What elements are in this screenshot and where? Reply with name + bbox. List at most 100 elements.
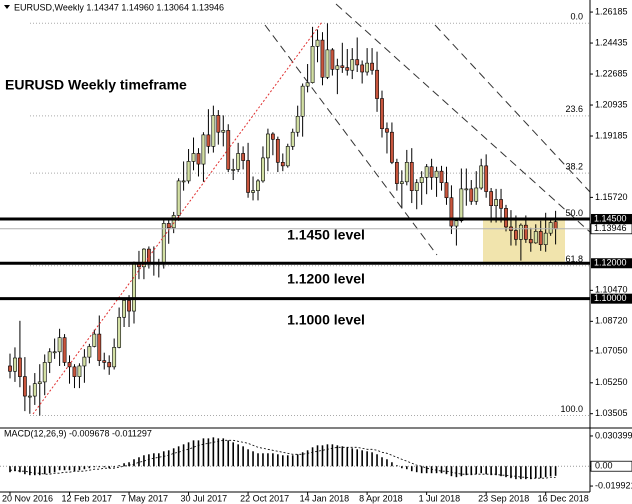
fib-trend-line — [32, 21, 323, 415]
candle-body — [72, 366, 77, 377]
candle-body — [176, 180, 181, 216]
menu-arrow — [4, 5, 10, 9]
level-text: 1.1450 level — [287, 227, 365, 243]
candle-body — [424, 166, 429, 178]
level-text: 1.1200 level — [287, 271, 365, 287]
candle-body — [543, 232, 548, 245]
candle-body — [52, 351, 57, 354]
x-tick-label: 8 Apr 2018 — [359, 493, 403, 503]
candle-body — [385, 128, 389, 133]
candle-body — [404, 162, 409, 183]
channel-line — [264, 24, 438, 256]
y-tick-label: 1.19185 — [595, 130, 628, 140]
fib-label: 0.0 — [570, 12, 583, 22]
candle-body — [518, 224, 523, 240]
y-tick-label: 1.10470 — [595, 285, 628, 295]
candle-body — [201, 134, 206, 165]
candle-body — [191, 153, 196, 162]
channel — [264, 3, 591, 256]
macd-label: MACD(12,26,9) -0.009678 -0.011297 — [4, 428, 152, 438]
candle-body — [489, 191, 494, 207]
y-tick-label: 1.07050 — [595, 345, 628, 355]
candle-body — [528, 239, 533, 244]
candle-body — [454, 220, 459, 227]
candle-body — [166, 223, 171, 229]
candle-body — [499, 199, 503, 209]
candle-body — [340, 65, 345, 68]
candle-body — [380, 98, 384, 129]
candle-body — [330, 49, 335, 70]
x-tick-label: 7 May 2017 — [121, 493, 168, 503]
x-tick-label: 20 Nov 2016 — [2, 493, 53, 503]
candle-body — [27, 395, 32, 398]
y-tick-label: 1.03505 — [595, 408, 628, 418]
level-box — [591, 213, 632, 224]
channel-line — [335, 3, 591, 233]
candle-body — [251, 190, 255, 193]
candle-body — [320, 39, 325, 78]
candle-body — [13, 357, 17, 372]
candle-body — [32, 383, 37, 397]
candle-body — [221, 130, 226, 133]
candle-body — [171, 215, 176, 229]
level-text: 1.1000 level — [287, 312, 365, 328]
candle-body — [399, 181, 404, 184]
candle-body — [419, 177, 424, 183]
candle-body — [355, 59, 360, 66]
candle-body — [47, 351, 52, 363]
candle-body — [434, 170, 439, 178]
candle-body — [310, 46, 315, 83]
candle-body — [414, 182, 419, 191]
candle-body — [236, 153, 241, 170]
candle-body — [266, 133, 270, 159]
candle-body — [335, 65, 340, 70]
candle-body — [231, 169, 236, 171]
candle-body — [444, 182, 449, 199]
candle-body — [429, 166, 434, 178]
candle-body — [246, 160, 250, 193]
candle-body — [107, 362, 112, 368]
candle-body — [533, 231, 538, 244]
chart-title: EURUSD,Weekly 1.14347 1.14960 1.13064 1.… — [14, 2, 224, 12]
candle-body — [18, 357, 22, 377]
candle-body — [295, 115, 300, 133]
level-axis-label: 1.10000 — [594, 293, 627, 303]
candle-body — [122, 300, 126, 318]
y-tick-label: 1.22685 — [595, 68, 628, 78]
x-tick-label: 22 Oct 2017 — [240, 493, 289, 503]
candle-body — [459, 188, 464, 222]
candle-body — [102, 360, 107, 363]
macd-zero-box — [590, 460, 632, 472]
candle-body — [261, 157, 265, 182]
level-axis-label: 1.14500 — [594, 213, 627, 223]
overlay: 1.1450 level 1.1200 level 1.1000 level — [0, 217, 590, 328]
y-tick-label: 1.15720 — [595, 192, 628, 202]
candle-body — [553, 221, 558, 230]
candle-body — [132, 262, 136, 312]
candle-body — [345, 67, 350, 71]
fib-label: 38.2 — [565, 162, 583, 172]
macd-tick-label: 0.030399 — [595, 430, 632, 440]
candle-body — [8, 365, 12, 372]
fib-label: 100.0 — [560, 404, 583, 414]
macd-tick-label: -0.019921 — [595, 480, 632, 490]
level-box — [591, 258, 632, 269]
candle-body — [87, 346, 92, 358]
candle-body — [439, 170, 444, 183]
candle-body — [523, 224, 528, 240]
candle-body — [186, 161, 191, 182]
annotation: EURUSD Weekly timeframe — [5, 77, 187, 93]
candle-body — [285, 146, 290, 167]
macd-tick-label: 0.00 — [595, 461, 613, 471]
fib-label: 61.8 — [565, 254, 583, 264]
candle-body — [77, 365, 82, 377]
candle-body — [256, 180, 260, 191]
candle-body — [42, 362, 47, 383]
candle-body — [62, 337, 67, 363]
candle-body — [290, 131, 295, 147]
candle-body — [57, 337, 62, 353]
current-price-label: 1.13946 — [594, 223, 627, 233]
candle-body — [216, 115, 221, 133]
x-tick-label: 30 Jul 2017 — [181, 493, 228, 503]
candle-body — [479, 165, 484, 189]
